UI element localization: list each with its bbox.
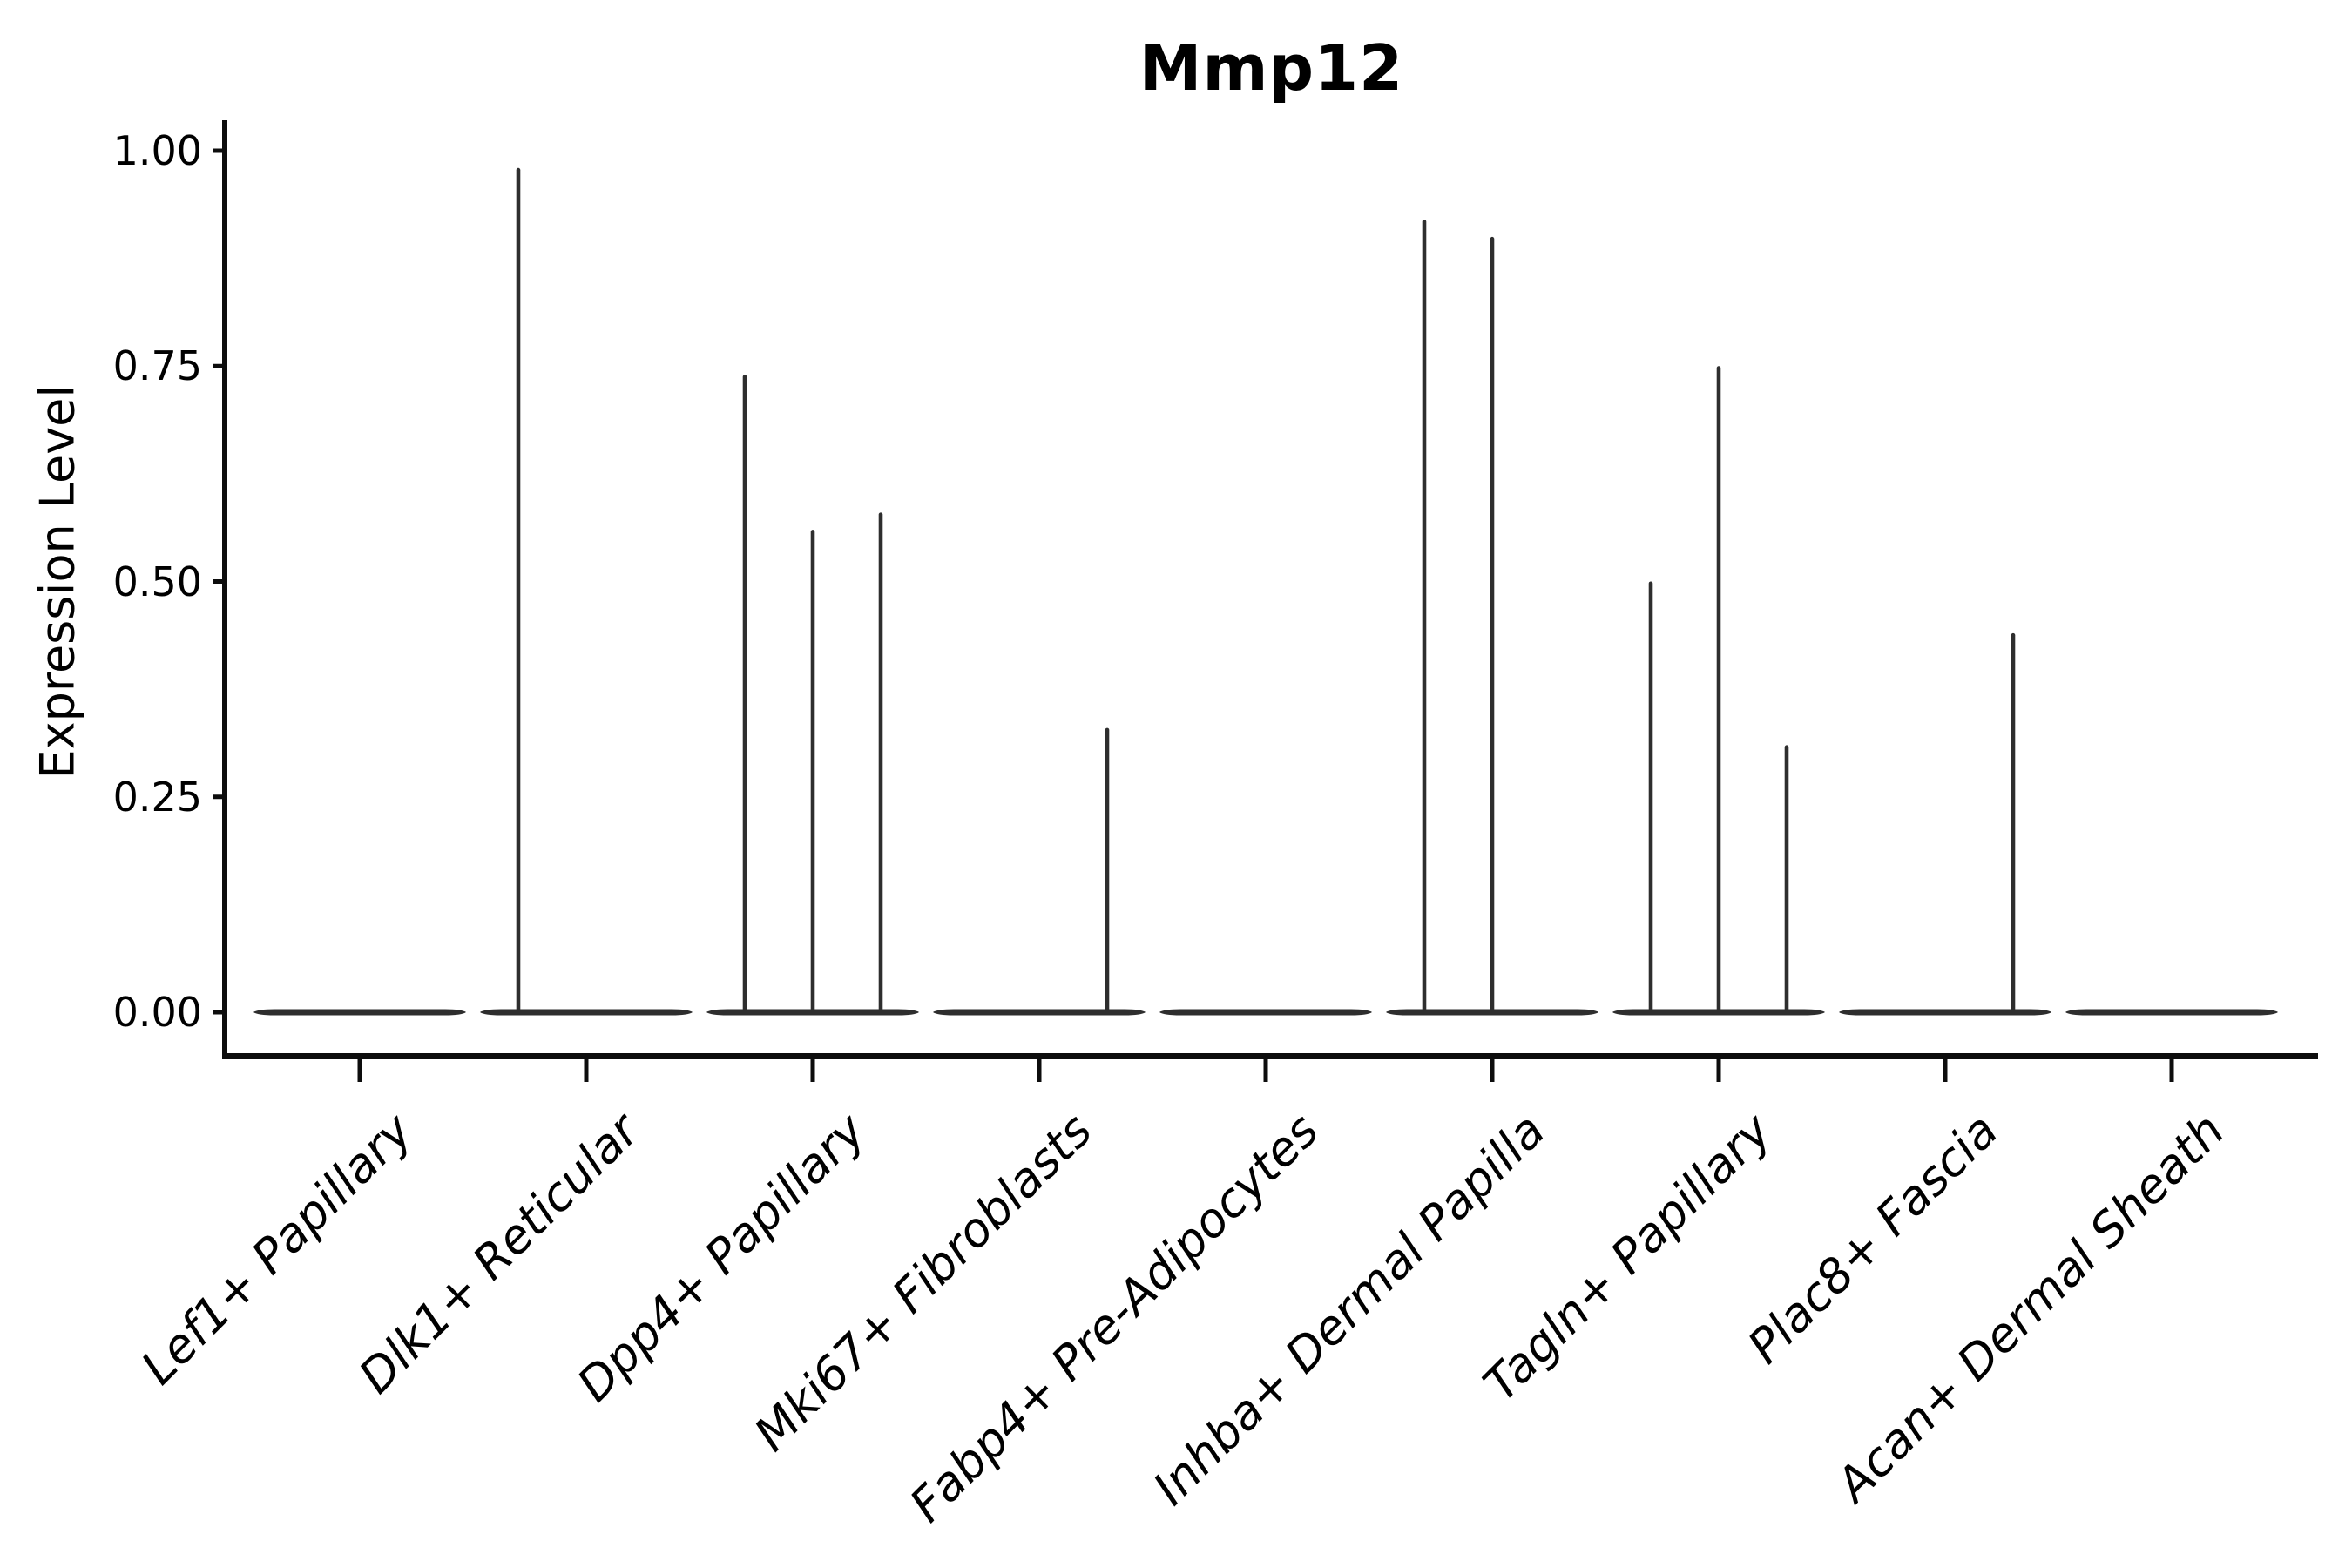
y-tick-label: 0.25 [112, 773, 202, 821]
y-tick-label: 0.50 [112, 558, 202, 605]
y-tick-label: 1.00 [112, 127, 202, 174]
violin-spike [810, 530, 815, 1012]
violin-spike [1784, 745, 1789, 1012]
violin-body [1839, 1009, 2051, 1016]
violin-spike [1490, 236, 1495, 1012]
violin-spike [742, 375, 747, 1012]
violin-spike [878, 512, 883, 1012]
violin-body [253, 1009, 466, 1016]
violin-spike [1105, 727, 1110, 1012]
violin-spike [2011, 632, 2016, 1012]
y-tick-label: 0.75 [112, 342, 202, 390]
violin-spike [1716, 366, 1721, 1012]
violin-body [480, 1009, 693, 1016]
violin-spike [1422, 220, 1427, 1012]
chart-title: Mmp12 [1139, 31, 1404, 105]
violin-body [1159, 1009, 1372, 1016]
violin-spike [516, 167, 521, 1012]
violin-body [933, 1009, 1146, 1016]
violin-body [2065, 1009, 2278, 1016]
violin-spike [1648, 581, 1653, 1012]
y-tick-label: 0.00 [112, 989, 202, 1036]
